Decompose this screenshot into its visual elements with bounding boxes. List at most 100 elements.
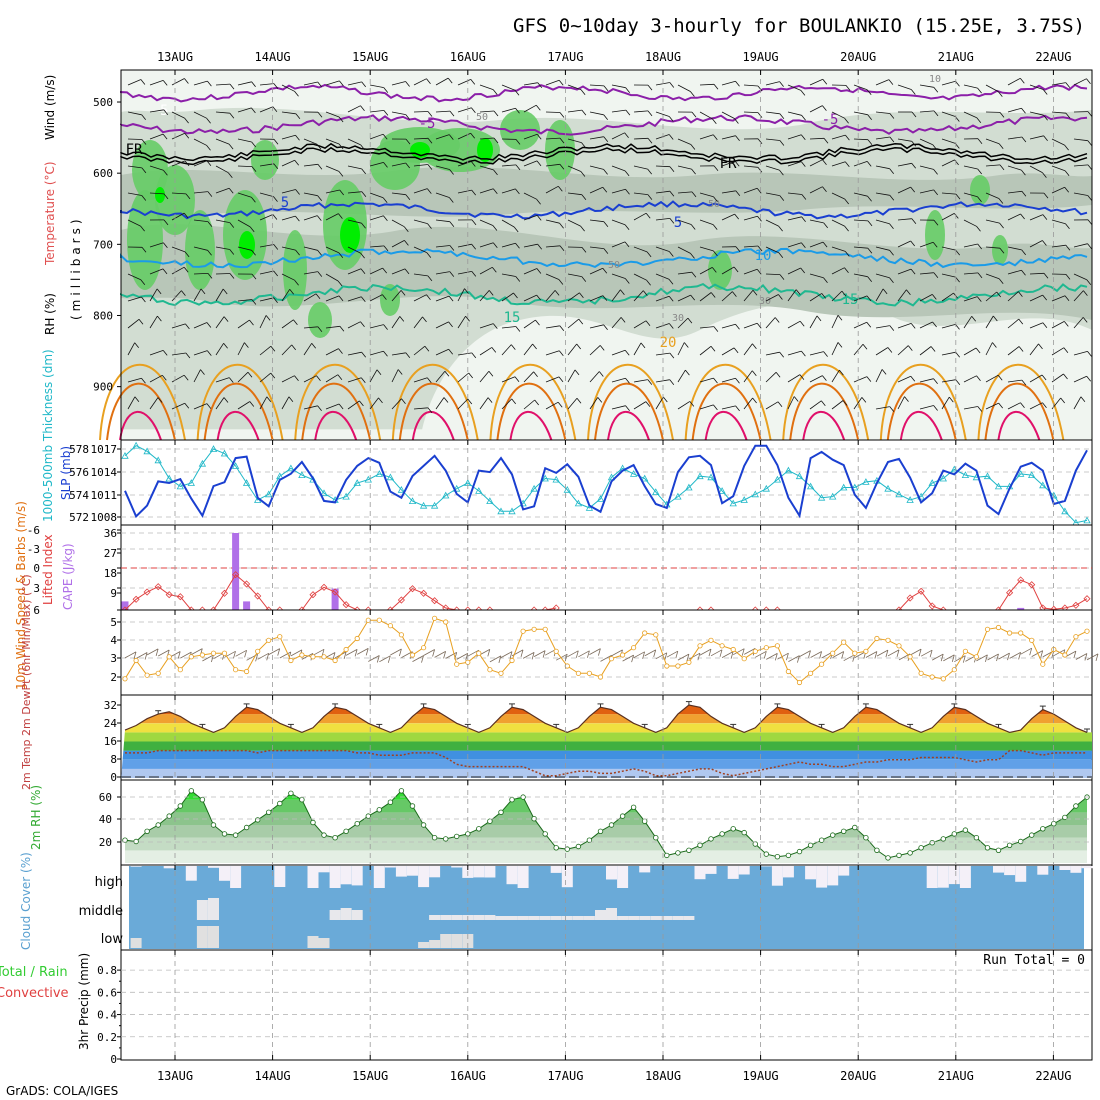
wind-barb-flag bbox=[558, 350, 564, 356]
wind-barb bbox=[567, 219, 581, 227]
wind-barb-flag bbox=[581, 276, 587, 282]
lifted-index-point bbox=[397, 596, 405, 604]
wind-barb-flag bbox=[1043, 135, 1048, 142]
wind-barb-flag bbox=[378, 397, 383, 404]
wind-barb bbox=[1073, 396, 1082, 410]
rh2m-point bbox=[675, 850, 681, 856]
wind-barb-flag bbox=[822, 241, 828, 248]
wind-barb-flag bbox=[471, 352, 477, 359]
wind-barb-flag bbox=[470, 132, 476, 139]
wind-barb-flag bbox=[339, 326, 345, 332]
cloud-level-high: high bbox=[95, 875, 123, 890]
wind-barb-flag bbox=[910, 186, 916, 193]
wind-barb bbox=[347, 246, 361, 254]
wind-barb-flag bbox=[1063, 321, 1069, 327]
wind-barb-flag bbox=[141, 167, 147, 174]
cloud-high bbox=[484, 866, 496, 878]
wind-barb bbox=[611, 132, 625, 140]
wind10m-barb-flag bbox=[808, 650, 811, 658]
thickness-point bbox=[176, 482, 184, 490]
date-label-bottom: 15AUG bbox=[352, 1069, 388, 1083]
wind-barb-flag bbox=[140, 279, 146, 285]
wind-barb bbox=[501, 326, 516, 329]
wind-barb-flag bbox=[992, 342, 997, 348]
wind-barb-flag bbox=[816, 315, 822, 322]
wind-barb-flag bbox=[427, 164, 433, 170]
wind-barb-flag bbox=[757, 112, 763, 118]
thickness-point bbox=[187, 479, 195, 486]
wind-barb-flag bbox=[138, 319, 144, 325]
wind-barb bbox=[281, 375, 295, 383]
wind-barb-flag bbox=[999, 164, 1005, 171]
wind10m-barb-flag bbox=[443, 651, 446, 659]
rh2m-point bbox=[918, 845, 924, 851]
wind-barb bbox=[765, 81, 780, 86]
wind-barb-flag bbox=[426, 188, 432, 194]
wind-barb-flag bbox=[581, 109, 587, 116]
precip-tick-label: 0.6 bbox=[97, 986, 117, 999]
wind-barb bbox=[193, 288, 202, 302]
wind-barb-flag bbox=[603, 114, 609, 121]
wind-barb bbox=[611, 165, 626, 172]
wind-barb bbox=[589, 111, 604, 116]
temp-contour-30 bbox=[119, 410, 162, 441]
wind10m-point bbox=[498, 670, 504, 676]
wind-barb-flag bbox=[1021, 107, 1026, 114]
wind-barb bbox=[919, 294, 933, 302]
wind10m-point bbox=[542, 626, 548, 632]
wind-barb-flag bbox=[801, 216, 806, 223]
wind-barb bbox=[787, 350, 802, 356]
temp-contour-25 bbox=[496, 382, 567, 441]
wind-barb-flag bbox=[1087, 111, 1093, 117]
wind-barb bbox=[765, 246, 779, 254]
wind-barb-flag bbox=[800, 134, 806, 140]
cloud-high bbox=[473, 866, 485, 878]
wind10m-barb-flag bbox=[266, 653, 270, 661]
wind-barb bbox=[809, 137, 825, 140]
wind-barb-flag bbox=[163, 219, 169, 226]
wind-barb bbox=[721, 160, 736, 167]
wind-barb-flag bbox=[1065, 82, 1071, 88]
wind-barb-flag bbox=[427, 138, 433, 144]
wind-barb-flag bbox=[488, 370, 494, 377]
wind-barb-flag bbox=[642, 290, 648, 296]
thickness-point bbox=[430, 501, 439, 509]
wind-barb bbox=[523, 133, 538, 140]
wind-barb-flag bbox=[424, 345, 430, 352]
wind-barb bbox=[699, 111, 713, 120]
wind10m-point bbox=[177, 667, 183, 673]
wind-barb-flag bbox=[620, 317, 626, 323]
cloud-high bbox=[550, 866, 562, 873]
wind-barb-flag bbox=[823, 222, 829, 229]
wind-barb-flag bbox=[933, 405, 938, 411]
wind-barb-flag bbox=[690, 144, 696, 150]
rh2m-point bbox=[365, 813, 371, 819]
wind-barb bbox=[215, 377, 230, 383]
wind10m-barb-flag bbox=[531, 652, 535, 660]
wind-barb bbox=[413, 345, 426, 356]
wind-barb bbox=[677, 246, 691, 254]
wind10m-point bbox=[288, 657, 294, 664]
rh-sat-patch bbox=[477, 138, 493, 162]
wind-barb bbox=[1029, 84, 1044, 90]
rh-wet-patch bbox=[127, 190, 163, 290]
wind-barb-flag bbox=[866, 376, 872, 382]
cape-bar bbox=[243, 601, 251, 610]
wind-barb-flag bbox=[844, 198, 850, 205]
wind10m-barb-flag bbox=[564, 654, 568, 662]
wind-barb-flag bbox=[515, 188, 520, 195]
wind-barb-flag bbox=[646, 279, 651, 286]
wind10m-barb-flag bbox=[498, 655, 502, 664]
wind-barb-flag bbox=[141, 195, 147, 201]
wind-barb-flag bbox=[181, 290, 186, 296]
wind-barb-flag bbox=[1087, 243, 1092, 249]
wind-barb bbox=[149, 288, 158, 302]
wind10m-point bbox=[608, 656, 615, 662]
wind-barb-flag bbox=[207, 273, 213, 279]
wind-barb-flag bbox=[889, 325, 895, 331]
wind-barb-flag bbox=[1064, 170, 1070, 177]
wind10m-point bbox=[155, 670, 161, 676]
wind-barb-flag bbox=[685, 369, 690, 376]
wind-barb-flag bbox=[800, 267, 806, 274]
rh2m-point bbox=[1018, 838, 1024, 845]
